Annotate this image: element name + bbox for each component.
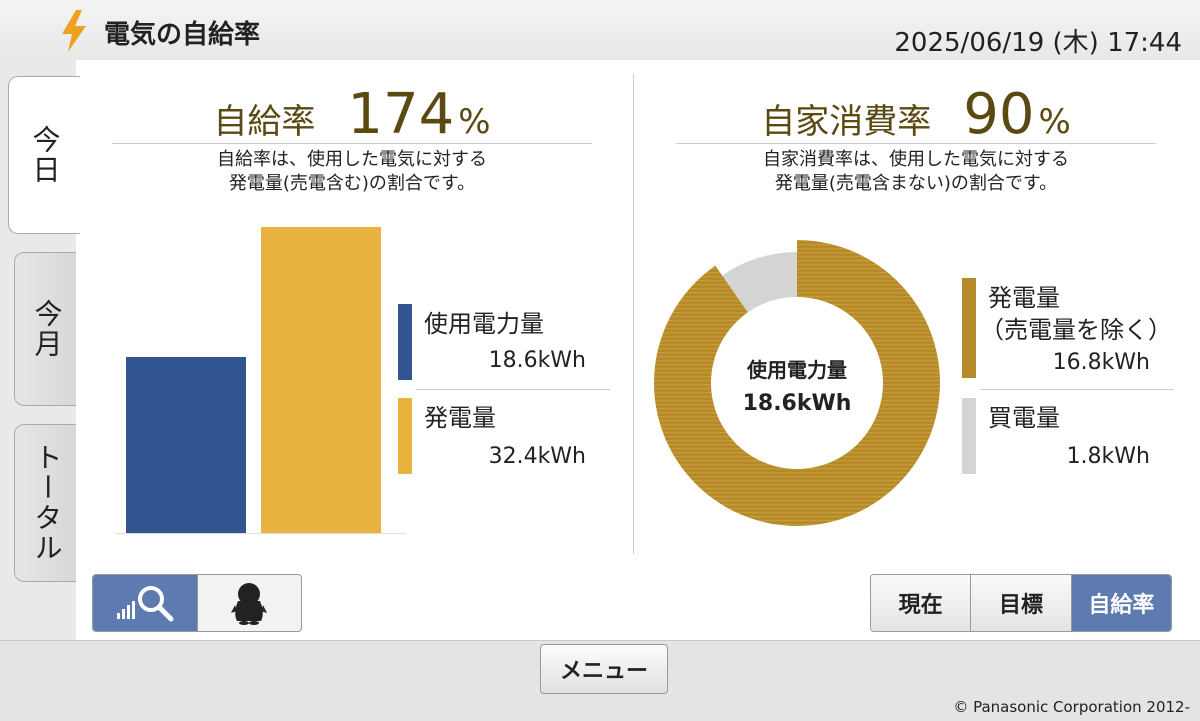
tab-today-label: 今日 xyxy=(28,125,62,185)
bar-baseline xyxy=(116,533,406,534)
copyright-text: © Panasonic Corporation 2012- xyxy=(953,698,1190,716)
lightning-icon xyxy=(62,10,86,52)
legend-generation-value: 32.4kWh xyxy=(488,444,586,469)
legend-generation-label: 発電量 xyxy=(424,404,496,432)
tab-total-label: トータル xyxy=(30,443,64,563)
donut-generation-segment xyxy=(654,240,940,526)
self-consumption-value: 90 xyxy=(963,82,1035,147)
self-consumption-heading: 自家消費率 90 % xyxy=(676,82,1156,147)
self-consumption-unit: % xyxy=(1038,102,1071,142)
generation-bar xyxy=(261,227,381,533)
self-consumption-desc-line1: 自家消費率は、使用した電気に対する xyxy=(763,149,1069,170)
legend-purchase-value: 1.8kWh xyxy=(1066,444,1150,469)
legend-self-generation-value: 16.8kWh xyxy=(1052,350,1150,375)
legend-self-generation: 発電量 （売電量を除く） 16.8kWh xyxy=(962,278,1174,382)
tab-month-label: 今月 xyxy=(30,299,64,359)
tab-total[interactable]: トータル xyxy=(14,424,78,582)
legend-usage: 使用電力量 18.6kWh xyxy=(398,304,608,384)
self-sufficiency-desc-line2: 発電量(売電含む)の割合です。 xyxy=(228,173,476,194)
self-sufficiency-description: 自給率は、使用した電気に対する 発電量(売電含む)の割合です。 xyxy=(112,148,592,196)
datetime-display: 2025/06/19 (木) 17:44 xyxy=(894,28,1182,58)
legend-generation: 発電量 32.4kWh xyxy=(398,398,608,478)
donut-center-label: 使用電力量 18.6kWh xyxy=(654,354,940,416)
donut-center-value: 18.6kWh xyxy=(742,391,852,416)
self-consumption-donut xyxy=(654,240,940,526)
self-consumption-desc-line2: 発電量(売電含まない)の割合です。 xyxy=(774,173,1058,194)
donut-center-title: 使用電力量 xyxy=(747,358,847,382)
legend-self-generation-sublabel: （売電量を除く） xyxy=(980,316,1172,344)
header-bar: 電気の自給率 2025/06/19 (木) 17:44 xyxy=(0,0,1200,60)
legend-self-generation-label: 発電量 xyxy=(988,284,1060,312)
self-consumption-label: 自家消費率 xyxy=(761,102,932,142)
mode-self-sufficiency-button[interactable]: 自給率 xyxy=(1070,575,1171,631)
page-title: 電気の自給率 xyxy=(104,20,261,50)
legend-purchase-label: 買電量 xyxy=(988,404,1060,432)
bar-magnifier-icon xyxy=(116,586,174,622)
panel-divider xyxy=(633,74,634,554)
menu-button[interactable]: メニュー xyxy=(540,644,668,694)
donut-purchase-segment xyxy=(722,252,797,313)
self-sufficiency-value: 174 xyxy=(347,82,455,147)
mode-selector: 現在 目標 自給率 xyxy=(870,574,1172,632)
main-panel: 自給率 174 % 自給率は、使用した電気に対する 発電量(売電含む)の割合です… xyxy=(76,60,1200,640)
self-sufficiency-heading: 自給率 174 % xyxy=(112,82,592,147)
mode-current-button[interactable]: 現在 xyxy=(871,575,971,631)
mode-target-button[interactable]: 目標 xyxy=(970,575,1071,631)
legend-purchase: 買電量 1.8kWh xyxy=(962,398,1174,478)
legend-usage-label: 使用電力量 xyxy=(424,310,544,338)
legend-purchase-swatch xyxy=(962,398,976,474)
self-sufficiency-desc-line1: 自給率は、使用した電気に対する xyxy=(217,149,487,170)
self-consumption-description: 自家消費率は、使用した電気に対する 発電量(売電含まない)の割合です。 xyxy=(676,148,1156,196)
tab-today[interactable]: 今日 xyxy=(8,76,80,234)
tab-month[interactable]: 今月 xyxy=(14,252,78,406)
character-view-button[interactable] xyxy=(196,575,302,631)
legend-usage-swatch xyxy=(398,304,412,380)
legend-separator-right xyxy=(980,389,1174,390)
usage-bar xyxy=(126,357,246,533)
legend-usage-value: 18.6kWh xyxy=(488,348,586,373)
legend-self-generation-swatch xyxy=(962,278,976,378)
self-sufficiency-unit: % xyxy=(458,102,491,142)
legend-separator xyxy=(416,389,610,390)
self-sufficiency-label: 自給率 xyxy=(213,102,316,142)
graph-view-button[interactable] xyxy=(93,575,197,631)
legend-generation-swatch xyxy=(398,398,412,474)
penguin-icon xyxy=(231,583,268,625)
view-toggle xyxy=(92,574,302,632)
